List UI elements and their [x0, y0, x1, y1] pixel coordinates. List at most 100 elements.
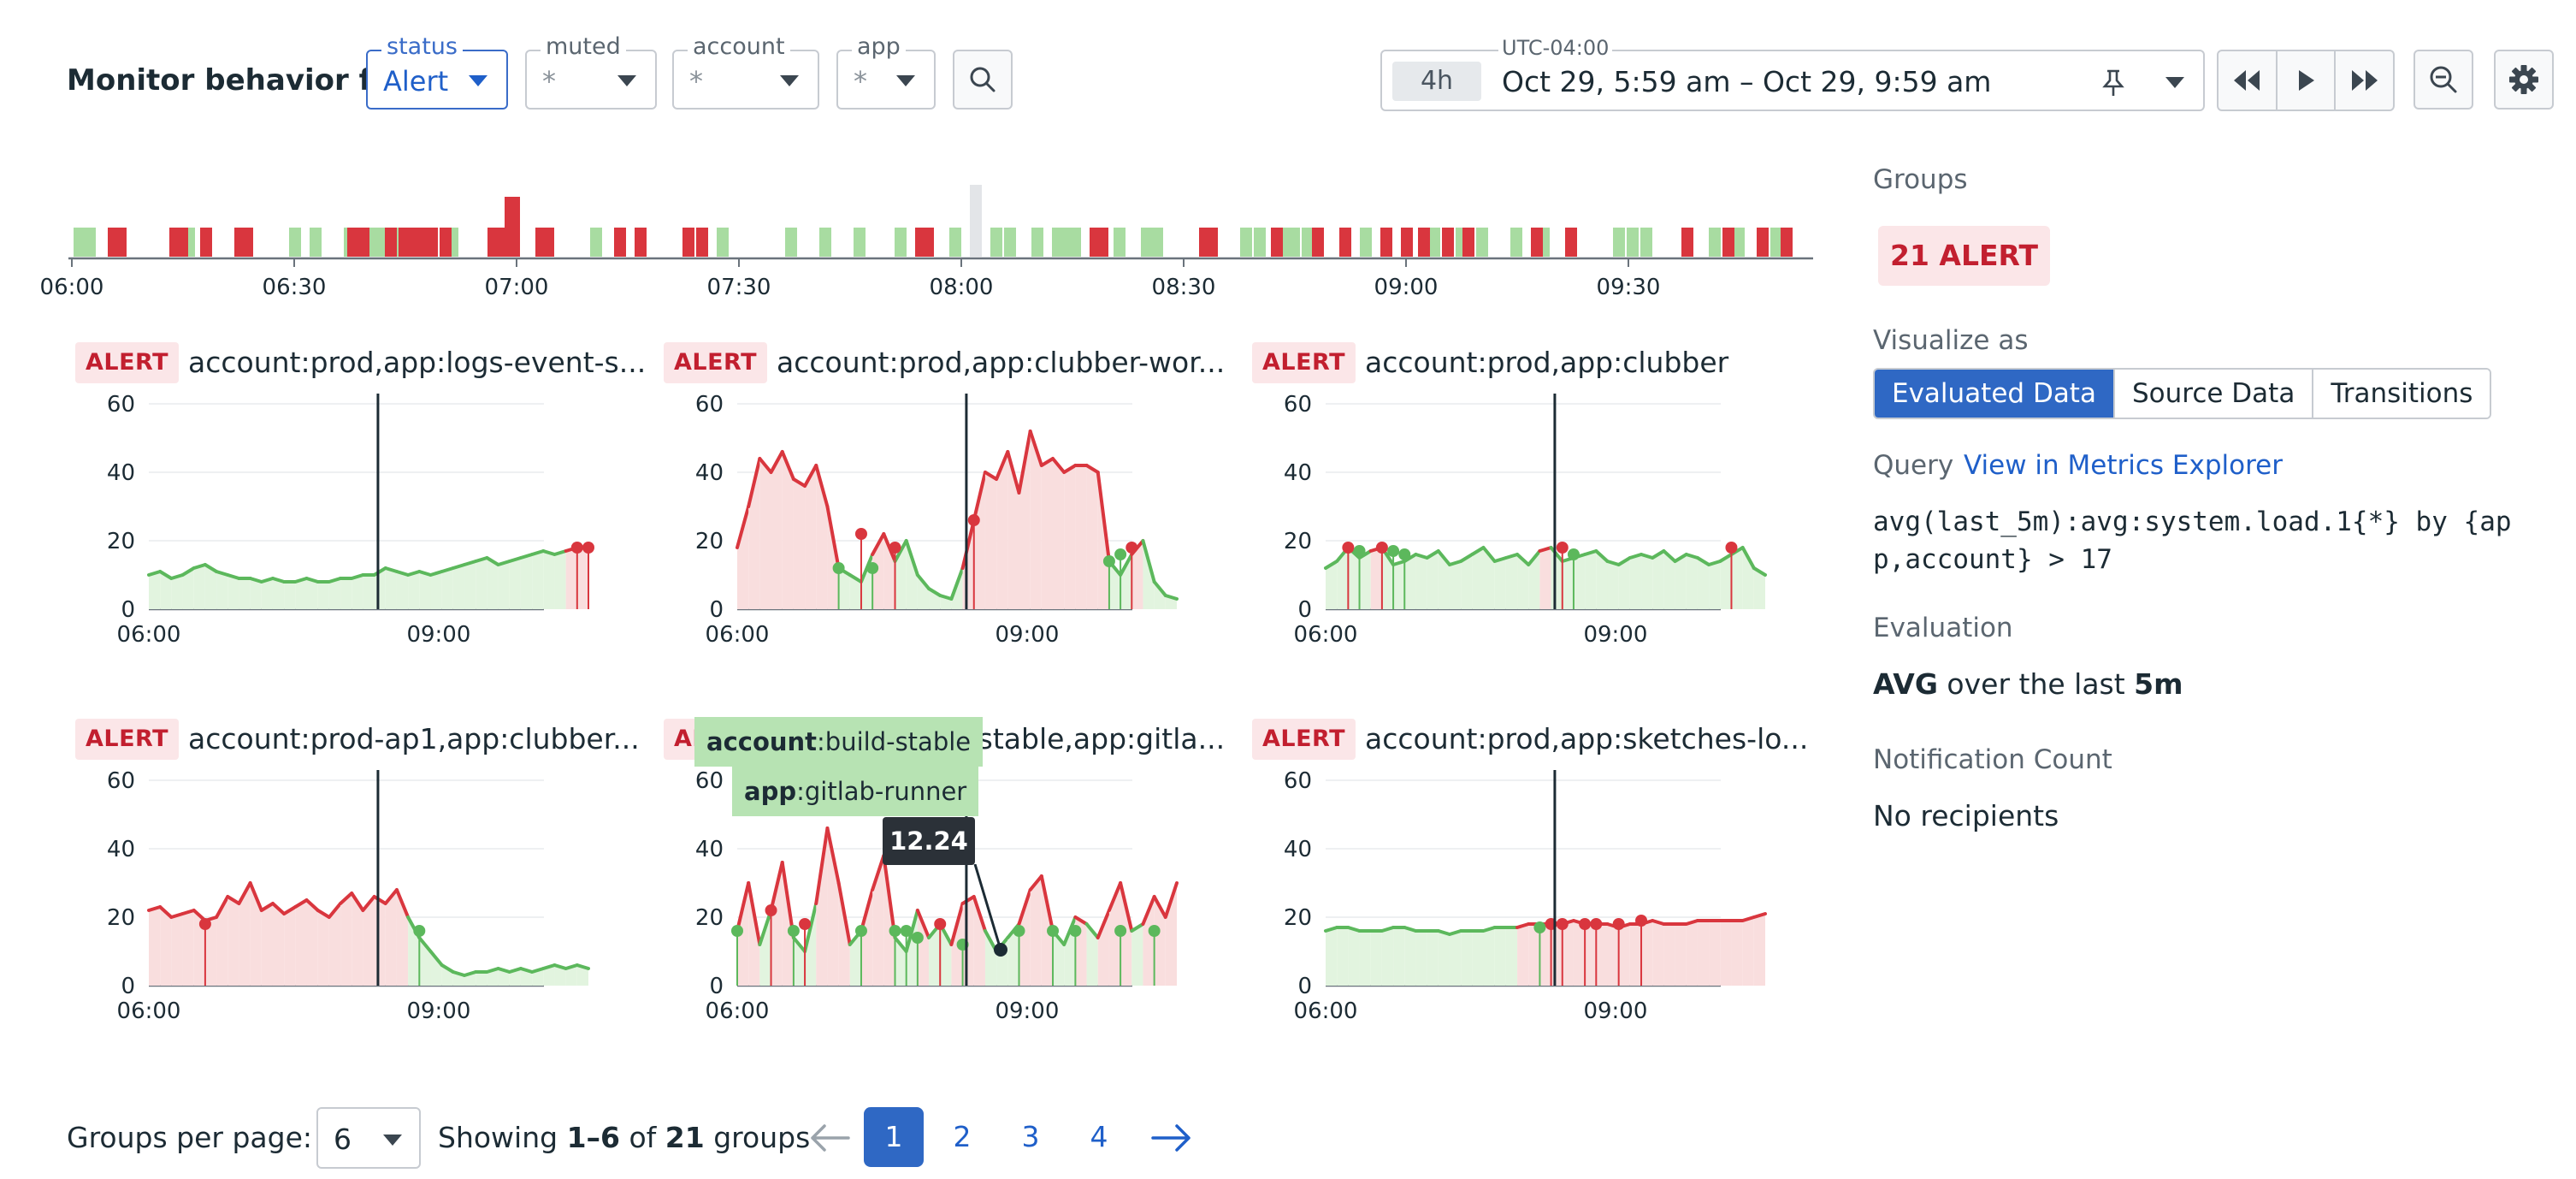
- series-segment: [215, 570, 230, 577]
- source-data-option[interactable]: Source Data: [2114, 370, 2314, 418]
- series-segment: [893, 936, 908, 953]
- y-tick-label: 0: [1297, 597, 1312, 623]
- area-segment: [1472, 931, 1484, 986]
- series-segment: [927, 587, 942, 597]
- fast-forward-button[interactable]: [2336, 51, 2393, 110]
- next-page-arrow-icon[interactable]: [1146, 1112, 1197, 1164]
- series-segment: [428, 570, 444, 577]
- filter-bar: Monitor behavior for status Alert muted …: [0, 0, 2576, 154]
- timeline-ok-bar: [1476, 228, 1488, 257]
- app-filter[interactable]: app *: [836, 33, 936, 110]
- timeline-alert-bar: [347, 228, 359, 257]
- area-segment: [793, 479, 806, 609]
- area-segment: [509, 558, 521, 609]
- play-button[interactable]: [2275, 51, 2337, 110]
- evaluated-data-option[interactable]: Evaluated Data: [1875, 370, 2115, 418]
- series-segment: [983, 471, 999, 481]
- series-segment: [1707, 560, 1722, 566]
- group-panel[interactable]: ALERT account:build-stable,app:gitla... …: [664, 719, 1228, 1078]
- search-button[interactable]: [953, 50, 1013, 110]
- area-segment: [1517, 924, 1529, 986]
- metrics-explorer-link[interactable]: View in Metrics Explorer: [1964, 450, 2283, 481]
- series-segment: [1039, 457, 1055, 467]
- timeline-ok-bar: [289, 228, 301, 257]
- group-panel[interactable]: ALERT account:prod,app:sketches-lo... 60…: [1252, 719, 1817, 1078]
- timeline-alert-bar: [1757, 228, 1769, 257]
- area-segment: [1086, 465, 1098, 609]
- series-segment: [1141, 895, 1156, 926]
- pin-icon[interactable]: [2100, 68, 2126, 98]
- group-panel[interactable]: ALERT account:prod,app:logs-event-s... 6…: [75, 342, 646, 702]
- group-chart[interactable]: 60 40 20 006:00 09:00: [1252, 394, 1817, 702]
- area-segment: [838, 883, 850, 986]
- transitions-option[interactable]: Transitions: [2313, 370, 2490, 418]
- group-chart[interactable]: 60 40 20 006:00 09:00: [664, 394, 1228, 702]
- area-segment: [160, 907, 172, 986]
- transition-point: [866, 562, 879, 574]
- area-segment: [759, 910, 771, 986]
- group-chart[interactable]: 60 40 20 006:00 09:00: [75, 394, 640, 702]
- timeline-ok-bar: [1640, 228, 1652, 257]
- area-segment: [430, 572, 442, 609]
- status-timeline[interactable]: 06:00 06:30 07:00 07:30 08:00 08:30 09:00 09:30: [34, 171, 1813, 299]
- area-segment: [1596, 551, 1608, 609]
- timeline-alert-bar: [416, 228, 428, 257]
- group-panel[interactable]: ALERT account:prod-ap1,app:clubber... 60…: [75, 719, 640, 1078]
- account-filter[interactable]: account *: [672, 33, 819, 110]
- area-segment: [1019, 431, 1031, 609]
- area-segment: [1697, 921, 1710, 986]
- area-segment: [1742, 548, 1754, 609]
- area-segment: [1472, 548, 1484, 609]
- transition-point: [731, 925, 743, 937]
- timeline-ok-bar: [895, 228, 907, 257]
- chevron-down-icon[interactable]: [2165, 77, 2184, 88]
- series-segment: [1616, 556, 1632, 566]
- area-segment: [171, 575, 183, 609]
- settings-button[interactable]: [2494, 50, 2554, 110]
- group-chart[interactable]: 60 40 20 006:00 09:00: [75, 770, 640, 1078]
- series-segment: [1673, 553, 1688, 563]
- page-2-button[interactable]: 2: [953, 1120, 972, 1153]
- group-panel[interactable]: ALERT account:prod,app:clubber 60 40 20 0 06…: [1252, 342, 1817, 702]
- series-segment: [259, 577, 275, 584]
- timeline-ok-bar: [310, 228, 322, 257]
- series-segment: [394, 570, 411, 577]
- series-segment: [1346, 926, 1362, 933]
- timeline-ok-bar: [1052, 228, 1064, 257]
- series-segment: [1492, 556, 1508, 563]
- series-segment: [507, 556, 523, 563]
- series-segment: [451, 970, 467, 977]
- page-1-button[interactable]: 1: [864, 1107, 924, 1167]
- group-chart[interactable]: 60 40 20 006:00 09:00: [1252, 770, 1817, 1078]
- series-segment: [1096, 471, 1111, 563]
- series-segment: [293, 898, 309, 909]
- transition-point: [1556, 542, 1569, 554]
- area-segment: [1528, 924, 1540, 986]
- duration-chip[interactable]: 4h: [1392, 62, 1481, 101]
- area-segment: [748, 883, 760, 986]
- series-segment: [316, 909, 331, 919]
- x-tick-label: 09:00: [1583, 622, 1647, 648]
- groups-per-page-select[interactable]: 6: [316, 1107, 421, 1169]
- time-range-picker[interactable]: 4h Oct 29, 5:59 am – Oct 29, 9:59 am: [1380, 50, 2205, 111]
- area-segment: [363, 897, 375, 986]
- muted-filter[interactable]: muted *: [525, 33, 657, 110]
- alert-count-badge[interactable]: 21 ALERT: [1878, 226, 2050, 286]
- status-filter[interactable]: status Alert: [366, 33, 508, 110]
- zoom-out-button[interactable]: [2414, 50, 2473, 110]
- page-4-button[interactable]: 4: [1090, 1120, 1108, 1153]
- group-panel[interactable]: ALERT account:prod,app:clubber-wor... 60…: [664, 342, 1228, 702]
- showing-of: of: [620, 1121, 665, 1154]
- timeline-alert-bar: [426, 228, 438, 257]
- timeline-ok-bar: [1709, 228, 1721, 257]
- timeline-ok-bar: [1302, 228, 1314, 257]
- previous-page-arrow-icon[interactable]: [804, 1112, 855, 1164]
- timeline-ok-bar: [1240, 228, 1252, 257]
- area-segment: [1551, 924, 1563, 986]
- group-chart[interactable]: 60 40 20 006:00 09:00: [664, 770, 1228, 1078]
- series-segment: [1447, 560, 1463, 566]
- series-segment: [791, 477, 807, 488]
- rewind-button[interactable]: [2219, 51, 2276, 110]
- page-3-button[interactable]: 3: [1021, 1120, 1040, 1153]
- series-segment: [158, 905, 174, 919]
